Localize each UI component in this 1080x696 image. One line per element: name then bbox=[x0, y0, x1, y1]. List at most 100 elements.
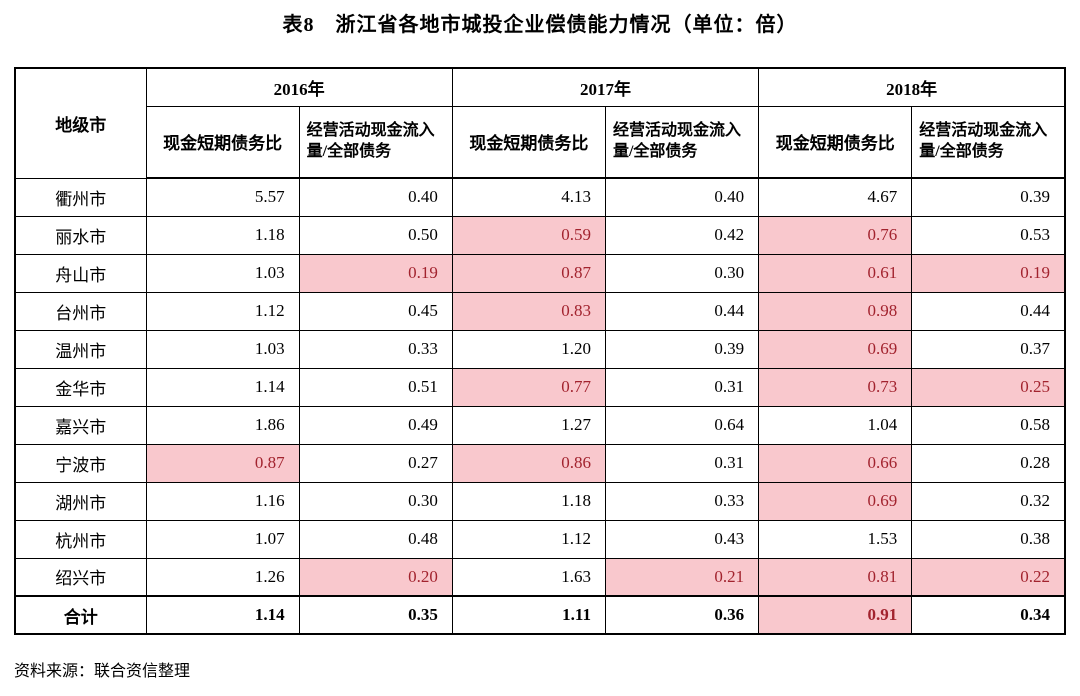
sub-header-cash-ratio-2016: 现金短期债务比 bbox=[145, 105, 300, 179]
value-cell: 4.67 bbox=[758, 177, 913, 217]
sub-header-cash-ratio-2018: 现金短期债务比 bbox=[758, 105, 913, 179]
city-cell: 绍兴市 bbox=[14, 557, 147, 597]
corner-header-cell: 地级市 bbox=[14, 67, 147, 179]
total-row: 合计 1.14 0.35 1.11 0.36 0.91 0.34 bbox=[14, 595, 1066, 635]
city-cell: 台州市 bbox=[14, 291, 147, 331]
value-cell: 0.35 bbox=[298, 595, 453, 635]
value-cell: 0.42 bbox=[604, 215, 760, 255]
value-cell: 0.28 bbox=[911, 443, 1066, 483]
value-cell: 0.36 bbox=[604, 595, 760, 635]
value-cell: 1.14 bbox=[145, 595, 300, 635]
value-cell: 4.13 bbox=[451, 177, 606, 217]
value-cell: 1.07 bbox=[145, 519, 300, 559]
city-cell: 杭州市 bbox=[14, 519, 147, 559]
value-cell: 0.45 bbox=[298, 291, 453, 331]
table-row: 绍兴市 1.26 0.20 1.63 0.21 0.81 0.22 bbox=[14, 557, 1066, 597]
year-group-header-2016: 2016年 bbox=[145, 67, 453, 107]
page-title: 表8 浙江省各地市城投企业偿债能力情况（单位：倍） bbox=[282, 14, 798, 36]
data-table: 地级市 2016年 2017年 2018年 现金短期债务比 经营活动现金流入量/… bbox=[14, 67, 1066, 635]
table-row: 舟山市 1.03 0.19 0.87 0.30 0.61 0.19 bbox=[14, 253, 1066, 293]
value-cell: 0.91 bbox=[758, 595, 913, 635]
city-cell: 金华市 bbox=[14, 367, 147, 407]
city-cell: 舟山市 bbox=[14, 253, 147, 293]
city-cell: 宁波市 bbox=[14, 443, 147, 483]
value-cell: 0.30 bbox=[604, 253, 760, 293]
value-cell: 0.73 bbox=[758, 367, 913, 407]
value-cell: 0.40 bbox=[604, 177, 760, 217]
value-cell: 1.03 bbox=[145, 329, 300, 369]
table-row: 湖州市 1.16 0.30 1.18 0.33 0.69 0.32 bbox=[14, 481, 1066, 521]
year-group-header-2017: 2017年 bbox=[451, 67, 760, 107]
value-cell: 1.04 bbox=[758, 405, 913, 445]
value-cell: 0.87 bbox=[451, 253, 606, 293]
value-cell: 0.38 bbox=[911, 519, 1066, 559]
city-cell: 合计 bbox=[14, 595, 147, 635]
value-cell: 0.98 bbox=[758, 291, 913, 331]
value-cell: 0.44 bbox=[911, 291, 1066, 331]
value-cell: 0.48 bbox=[298, 519, 453, 559]
value-cell: 0.32 bbox=[911, 481, 1066, 521]
value-cell: 0.77 bbox=[451, 367, 606, 407]
table-row: 宁波市 0.87 0.27 0.86 0.31 0.66 0.28 bbox=[14, 443, 1066, 483]
value-cell: 1.26 bbox=[145, 557, 300, 597]
value-cell: 0.25 bbox=[911, 367, 1066, 407]
city-cell: 湖州市 bbox=[14, 481, 147, 521]
value-cell: 0.40 bbox=[298, 177, 453, 217]
value-cell: 0.76 bbox=[758, 215, 913, 255]
table-row: 温州市 1.03 0.33 1.20 0.39 0.69 0.37 bbox=[14, 329, 1066, 369]
city-cell: 温州市 bbox=[14, 329, 147, 369]
year-header-row: 地级市 2016年 2017年 2018年 bbox=[14, 67, 1066, 179]
value-cell: 0.69 bbox=[758, 329, 913, 369]
value-cell: 1.27 bbox=[451, 405, 606, 445]
value-cell: 0.30 bbox=[298, 481, 453, 521]
value-cell: 1.20 bbox=[451, 329, 606, 369]
value-cell: 0.20 bbox=[298, 557, 453, 597]
value-cell: 0.61 bbox=[758, 253, 913, 293]
value-cell: 0.87 bbox=[145, 443, 300, 483]
value-cell: 1.53 bbox=[758, 519, 913, 559]
value-cell: 1.12 bbox=[451, 519, 606, 559]
table-row: 杭州市 1.07 0.48 1.12 0.43 1.53 0.38 bbox=[14, 519, 1066, 559]
value-cell: 0.43 bbox=[604, 519, 760, 559]
table-row: 金华市 1.14 0.51 0.77 0.31 0.73 0.25 bbox=[14, 367, 1066, 407]
sub-header-cashflow-2016: 经营活动现金流入量/全部债务 bbox=[298, 105, 453, 179]
value-cell: 0.49 bbox=[298, 405, 453, 445]
table-header: 地级市 2016年 2017年 2018年 现金短期债务比 经营活动现金流入量/… bbox=[14, 67, 1066, 179]
table-row: 嘉兴市 1.86 0.49 1.27 0.64 1.04 0.58 bbox=[14, 405, 1066, 445]
value-cell: 1.86 bbox=[145, 405, 300, 445]
value-cell: 0.33 bbox=[604, 481, 760, 521]
value-cell: 0.21 bbox=[604, 557, 760, 597]
value-cell: 5.57 bbox=[145, 177, 300, 217]
value-cell: 0.27 bbox=[298, 443, 453, 483]
value-cell: 1.16 bbox=[145, 481, 300, 521]
value-cell: 1.18 bbox=[145, 215, 300, 255]
value-cell: 0.39 bbox=[911, 177, 1066, 217]
value-cell: 1.03 bbox=[145, 253, 300, 293]
value-cell: 0.37 bbox=[911, 329, 1066, 369]
value-cell: 1.11 bbox=[451, 595, 606, 635]
value-cell: 0.51 bbox=[298, 367, 453, 407]
table-row: 台州市 1.12 0.45 0.83 0.44 0.98 0.44 bbox=[14, 291, 1066, 331]
value-cell: 0.69 bbox=[758, 481, 913, 521]
value-cell: 0.19 bbox=[298, 253, 453, 293]
value-cell: 0.59 bbox=[451, 215, 606, 255]
source-note: 资料来源：联合资信整理 bbox=[14, 663, 191, 680]
value-cell: 0.31 bbox=[604, 443, 760, 483]
year-group-header-2018: 2018年 bbox=[758, 67, 1066, 107]
sub-header-row: 现金短期债务比 经营活动现金流入量/全部债务 现金短期债务比 经营活动现金流入量… bbox=[15, 105, 1066, 179]
value-cell: 0.83 bbox=[451, 291, 606, 331]
sub-header-cashflow-2017: 经营活动现金流入量/全部债务 bbox=[604, 105, 760, 179]
city-cell: 丽水市 bbox=[14, 215, 147, 255]
value-cell: 0.19 bbox=[911, 253, 1066, 293]
value-cell: 0.64 bbox=[604, 405, 760, 445]
value-cell: 0.39 bbox=[604, 329, 760, 369]
value-cell: 0.44 bbox=[604, 291, 760, 331]
sub-header-cash-ratio-2017: 现金短期债务比 bbox=[451, 105, 606, 179]
value-cell: 0.34 bbox=[911, 595, 1066, 635]
value-cell: 0.33 bbox=[298, 329, 453, 369]
value-cell: 0.53 bbox=[911, 215, 1066, 255]
table-row: 丽水市 1.18 0.50 0.59 0.42 0.76 0.53 bbox=[14, 215, 1066, 255]
sub-header-cashflow-2018: 经营活动现金流入量/全部债务 bbox=[911, 105, 1066, 179]
value-cell: 0.86 bbox=[451, 443, 606, 483]
table-row: 衢州市 5.57 0.40 4.13 0.40 4.67 0.39 bbox=[14, 177, 1066, 217]
